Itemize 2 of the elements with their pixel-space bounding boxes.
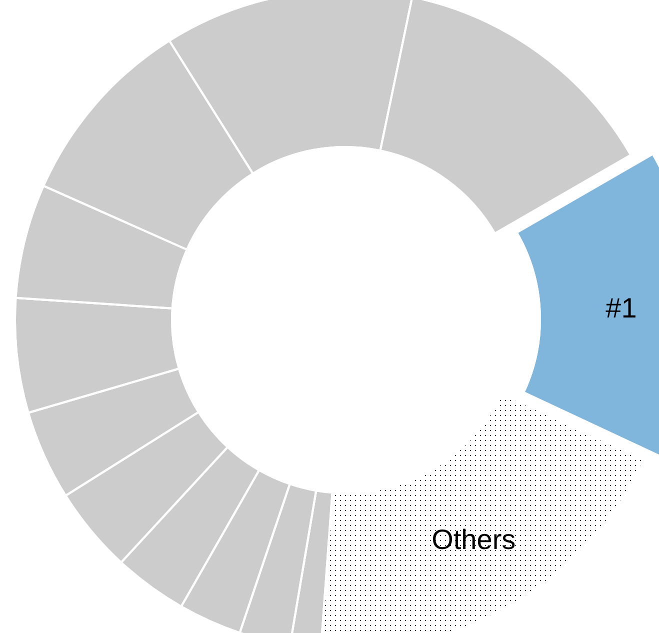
slice-label: Others xyxy=(432,524,516,556)
slice-label: #1 xyxy=(606,292,637,324)
